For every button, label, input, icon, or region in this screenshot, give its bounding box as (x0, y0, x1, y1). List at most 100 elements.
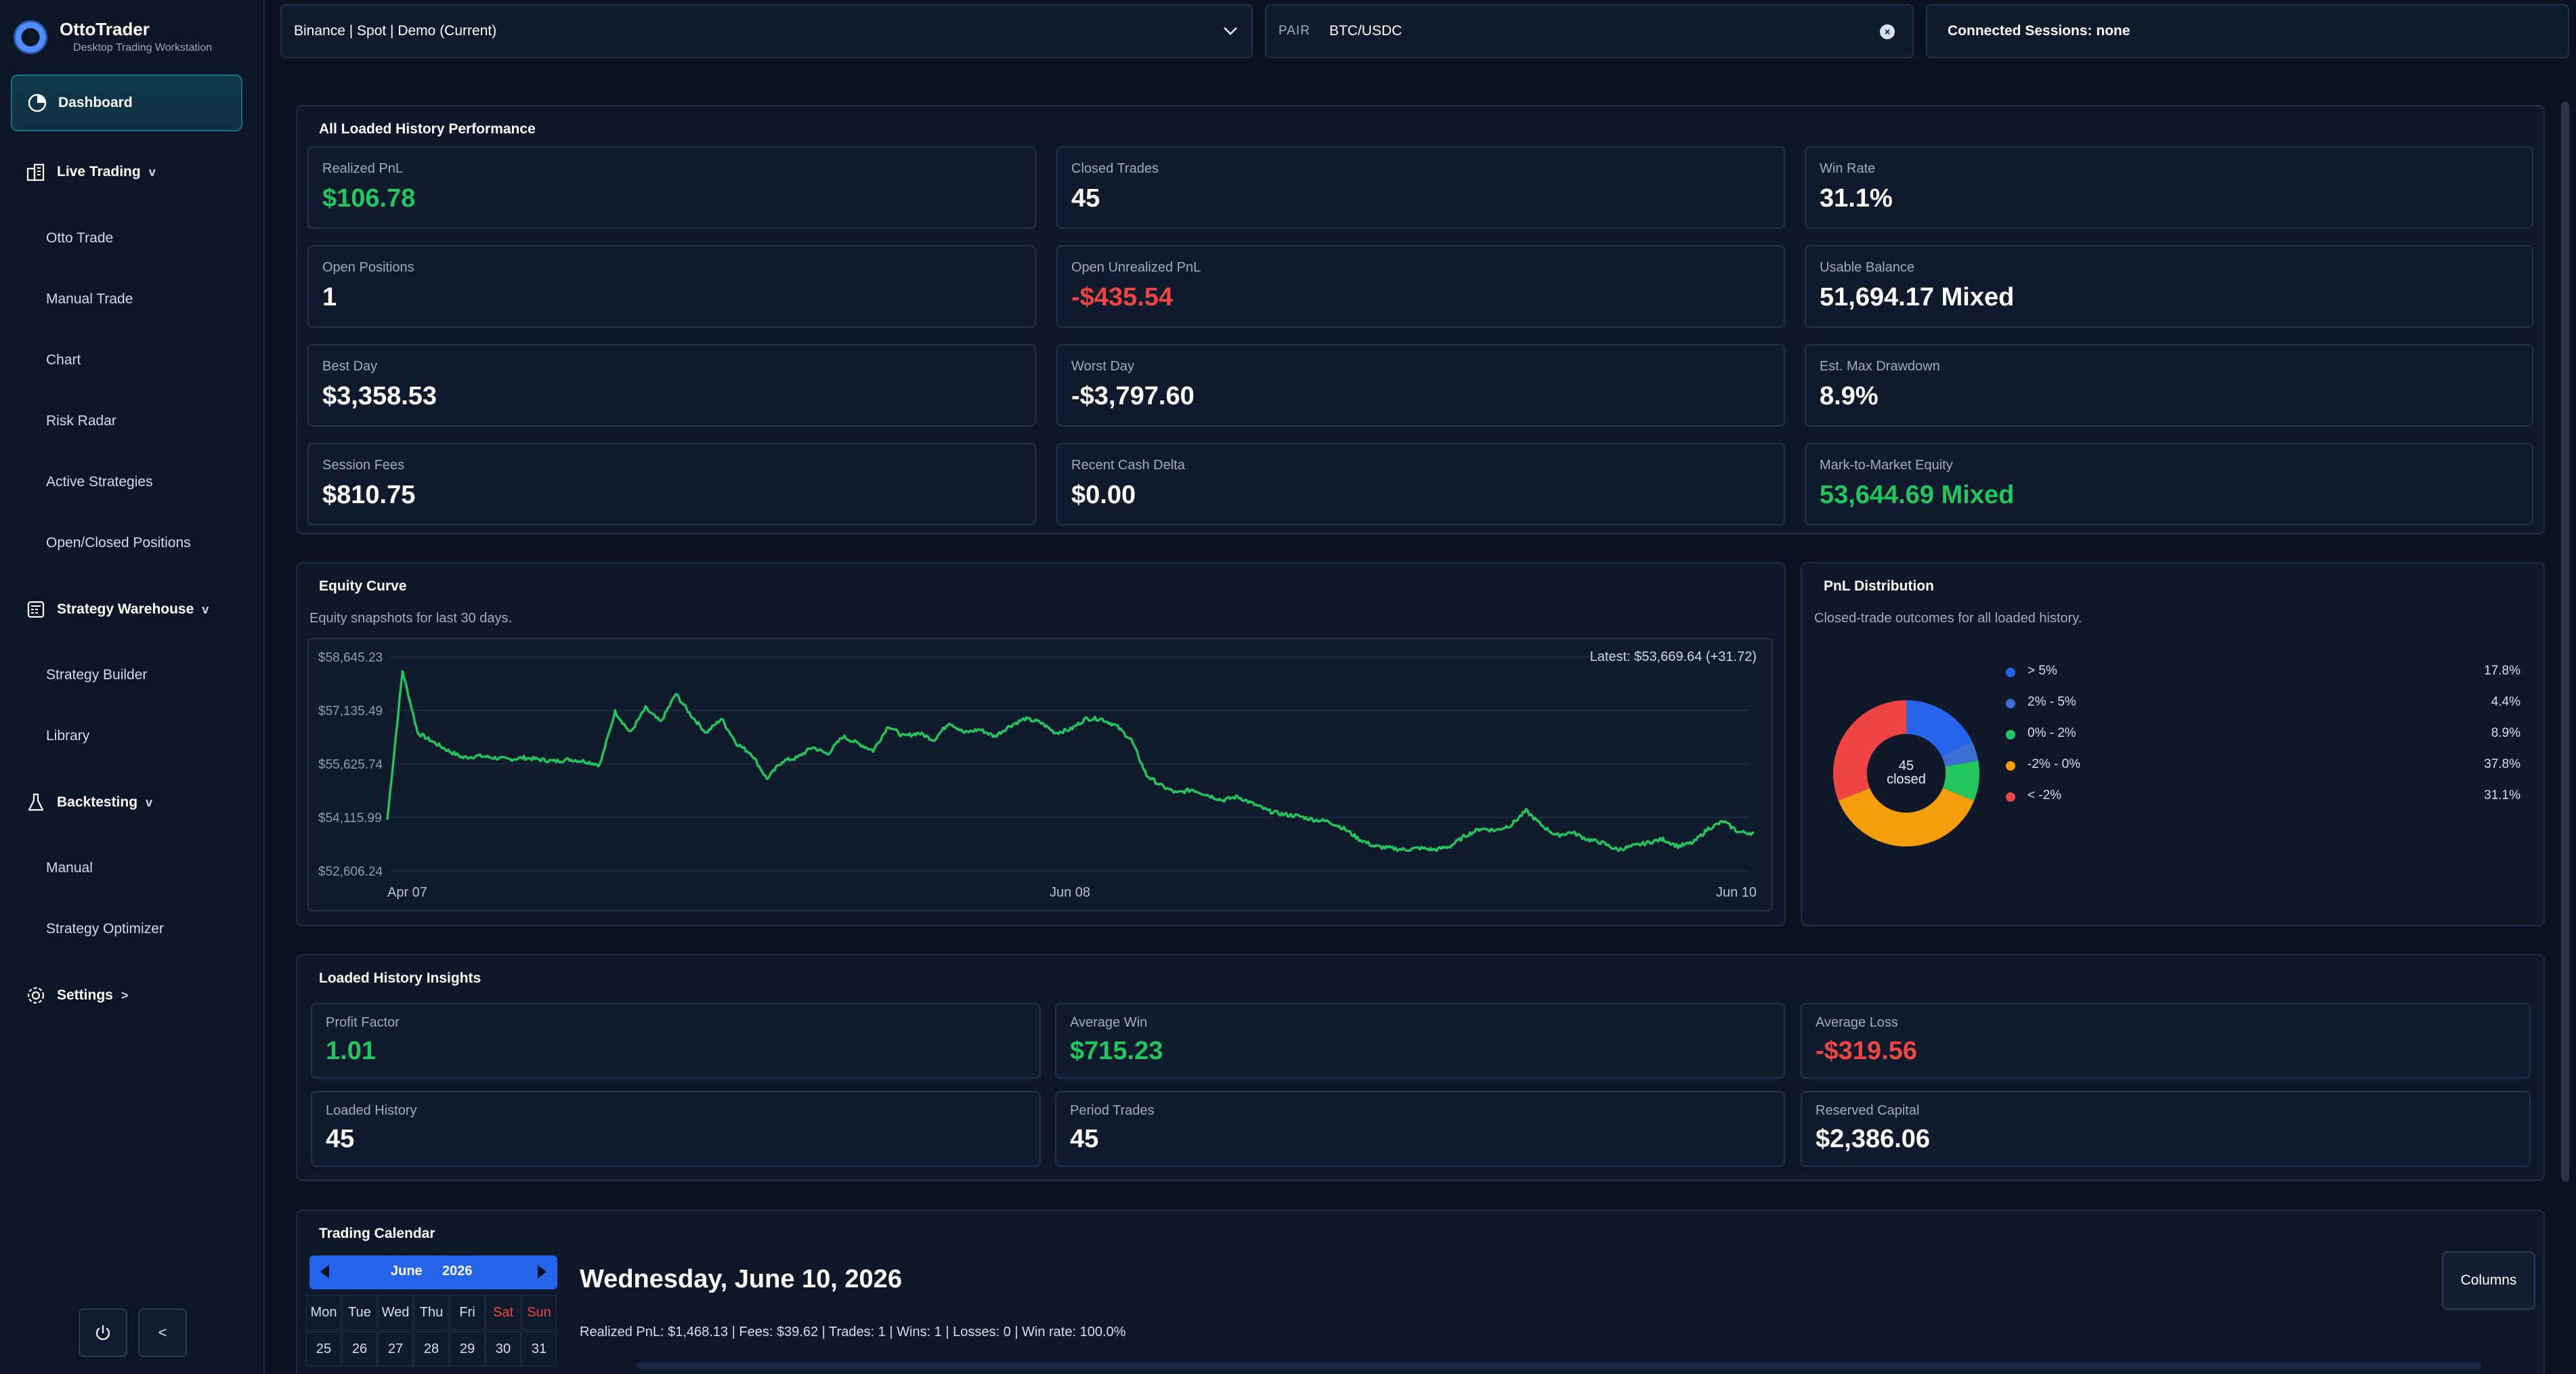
table-header-strip (637, 1362, 2481, 1369)
legend-percent: 8.9% (2491, 726, 2520, 740)
insight-card: Average Win $715.23 (1055, 1003, 1785, 1079)
calendar-day[interactable]: 28 (414, 1331, 449, 1367)
legend-label: > 5% (2027, 664, 2057, 678)
metric-card: Est. Max Drawdown 8.9% (1805, 344, 2533, 427)
collapse-sidebar-button[interactable]: < (138, 1308, 187, 1357)
legend-item: 2% - 5% 4.4% (2006, 695, 2520, 715)
exchange-select[interactable]: Binance | Spot | Demo (Current) (280, 4, 1253, 58)
legend-percent: 31.1% (2484, 788, 2520, 802)
donut-slice[interactable] (1838, 788, 1975, 846)
calendar-day[interactable]: 31 (521, 1331, 557, 1367)
chevron-down-icon: v (202, 602, 209, 616)
sidebar-group-live-trading[interactable]: Live Trading v (11, 144, 242, 200)
metric-card: Open Unrealized PnL -$435.54 (1056, 245, 1785, 328)
metric-card: Session Fees $810.75 (307, 443, 1036, 525)
flask-icon (24, 791, 47, 814)
donut-slice[interactable] (1941, 741, 1979, 767)
sidebar-item-manual-trade[interactable]: Manual Trade (46, 291, 133, 307)
insight-value: $715.23 (1070, 1037, 1163, 1065)
panel-title: All Loaded History Performance (319, 121, 536, 137)
metric-value: $106.78 (322, 184, 416, 213)
prev-month-icon[interactable] (320, 1265, 329, 1279)
pair-field[interactable]: PAIR BTC/USDC × (1265, 4, 1914, 58)
panel-description: Equity snapshots for last 30 days. (309, 611, 513, 626)
sidebar-item-label: Strategy Warehouse (57, 601, 194, 617)
app-logo-icon (14, 20, 47, 54)
x-tick-label: Apr 07 (387, 885, 427, 900)
metric-label: Est. Max Drawdown (1820, 359, 1940, 374)
legend-percent: 4.4% (2491, 695, 2520, 709)
power-button[interactable] (79, 1308, 127, 1357)
sidebar-group-settings[interactable]: Settings > (11, 967, 242, 1024)
legend-percent: 37.8% (2484, 757, 2520, 771)
sidebar-item-active-strategies[interactable]: Active Strategies (46, 474, 153, 490)
sidebar-item-chart[interactable]: Chart (46, 352, 81, 368)
app-subtitle: Desktop Trading Workstation (73, 42, 213, 53)
chevron-down-icon: v (146, 795, 153, 809)
sidebar-item-strategy-optimizer[interactable]: Strategy Optimizer (46, 921, 164, 937)
insight-value: $2,386.06 (1816, 1125, 1931, 1153)
app-name: OttoTrader (60, 19, 150, 39)
calendar-day[interactable]: 27 (378, 1331, 413, 1367)
equity-chart[interactable]: $58,645.23 $57,135.49 $55,625.74 $54,115.99… (307, 638, 1773, 911)
calendar-day[interactable]: 29 (450, 1331, 485, 1367)
legend-label: < -2% (2027, 788, 2062, 802)
sidebar-item-otto-trade[interactable]: Otto Trade (46, 230, 114, 246)
sidebar-item-dashboard[interactable]: Dashboard (11, 74, 242, 131)
donut-slice[interactable] (1833, 700, 1906, 801)
metric-value: 1 (322, 283, 337, 312)
metric-label: Best Day (322, 359, 378, 374)
sidebar-item-label: Settings (57, 987, 113, 1003)
columns-button[interactable]: Columns (2442, 1251, 2535, 1310)
y-tick-label: $52,606.24 (318, 865, 383, 879)
insight-label: Period Trades (1070, 1103, 1155, 1118)
sidebar-item-positions[interactable]: Open/Closed Positions (46, 535, 191, 551)
insight-label: Reserved Capital (1816, 1103, 1920, 1118)
legend-swatch (2006, 761, 2015, 771)
metric-card: Win Rate 31.1% (1805, 146, 2533, 229)
insight-value: -$319.56 (1816, 1037, 1918, 1065)
calendar-day[interactable]: 30 (486, 1331, 521, 1367)
legend-item: > 5% 17.8% (2006, 664, 2520, 684)
insight-card: Loaded History 45 (311, 1091, 1041, 1167)
metric-label: Closed Trades (1071, 161, 1159, 176)
x-tick-label: Jun 10 (1716, 885, 1757, 900)
legend-item: < -2% 31.1% (2006, 788, 2520, 809)
calendar-month[interactable]: June (391, 1264, 423, 1279)
gear-icon (24, 984, 47, 1007)
sidebar-group-strategy-warehouse[interactable]: Strategy Warehouse v (11, 581, 242, 638)
pair-value: BTC/USDC (1329, 23, 1402, 39)
legend-swatch (2006, 730, 2015, 739)
sidebar-group-backtesting[interactable]: Backtesting v (11, 774, 242, 831)
calendar-year[interactable]: 2026 (442, 1264, 473, 1279)
metric-label: Open Unrealized PnL (1071, 260, 1201, 275)
panel-title: Equity Curve (319, 578, 407, 594)
chevron-down-icon: v (148, 165, 156, 179)
sidebar-item-library[interactable]: Library (46, 728, 90, 744)
legend-label: -2% - 0% (2027, 757, 2081, 771)
metric-label: Recent Cash Delta (1071, 458, 1185, 473)
equity-series-line (386, 670, 1755, 853)
sidebar-item-strategy-builder[interactable]: Strategy Builder (46, 667, 148, 683)
donut-slice[interactable] (1906, 700, 1973, 756)
calendar-day[interactable]: 25 (306, 1331, 341, 1367)
calendar-month-header: June 2026 (309, 1255, 557, 1289)
sidebar-item-risk-radar[interactable]: Risk Radar (46, 413, 116, 429)
metric-value: $0.00 (1071, 481, 1136, 509)
donut-center-label: closed (1887, 772, 1926, 787)
calendar-weekday: Sat (486, 1295, 521, 1330)
sidebar-item-manual[interactable]: Manual (46, 860, 93, 876)
y-tick-label: $54,115.99 (318, 811, 382, 825)
legend-label: 0% - 2% (2027, 726, 2076, 740)
metric-label: Open Positions (322, 260, 414, 275)
metric-card: Recent Cash Delta $0.00 (1056, 443, 1785, 525)
main-scrollbar[interactable] (2561, 102, 2569, 1182)
panel-title: PnL Distribution (1824, 578, 1934, 594)
x-tick-label: Jun 08 (1050, 885, 1090, 900)
next-month-icon[interactable] (538, 1265, 546, 1279)
donut-slice[interactable] (1942, 760, 1979, 801)
clear-icon[interactable]: × (1880, 24, 1895, 39)
calendar-day[interactable]: 26 (342, 1331, 377, 1367)
power-icon (95, 1325, 110, 1340)
